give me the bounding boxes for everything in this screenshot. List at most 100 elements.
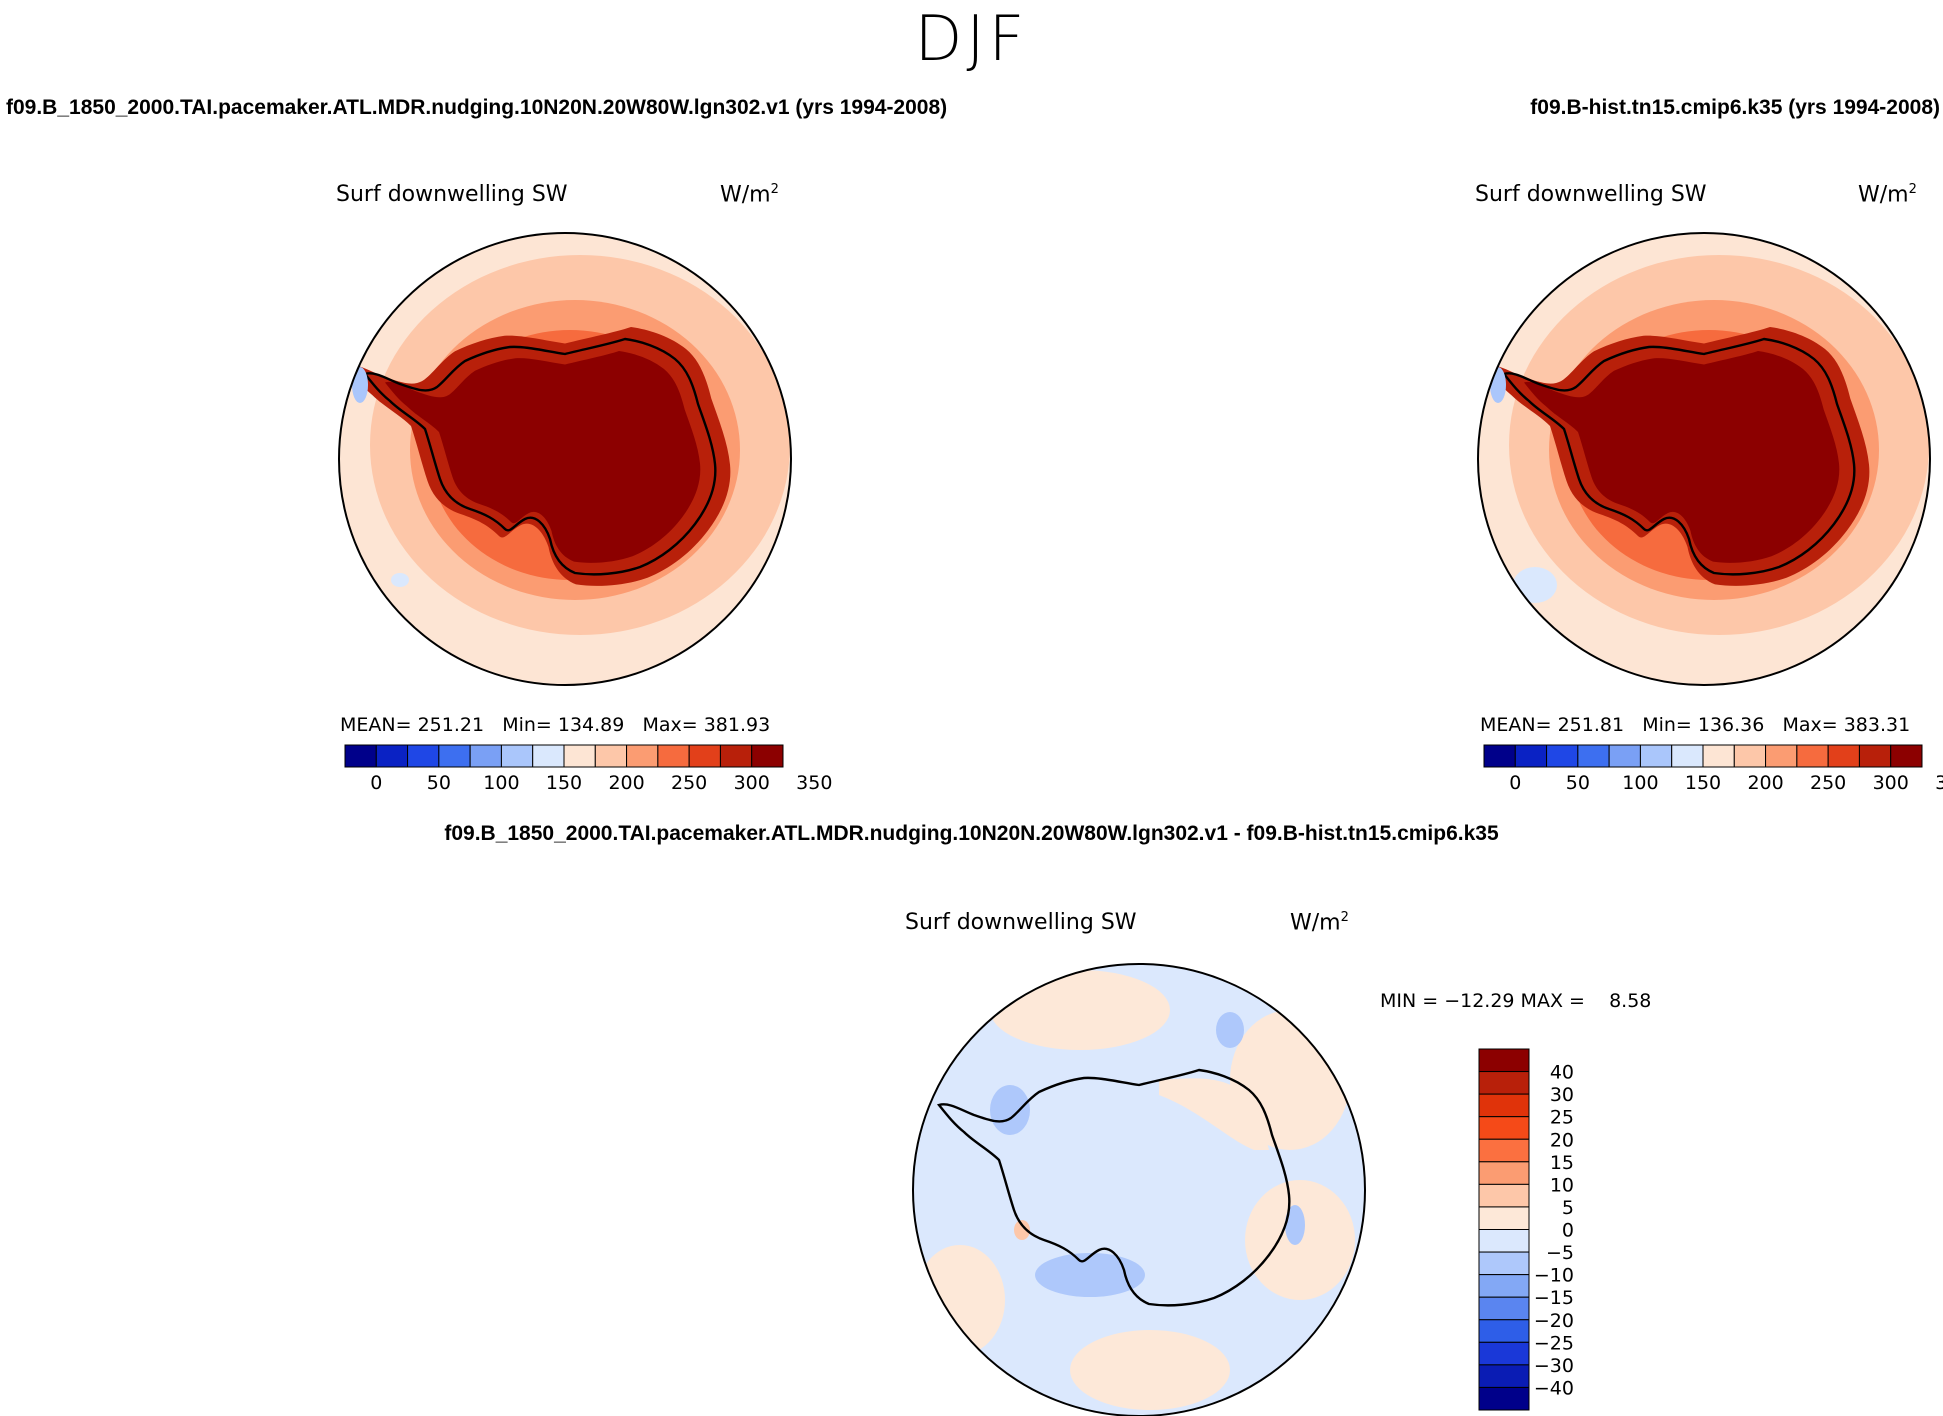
cb-diff-swatch-8 xyxy=(1478,1229,1530,1253)
cb-right-swatch-2 xyxy=(1546,744,1579,768)
cb-left-tick-label: 50 xyxy=(427,772,451,794)
cb-left-swatch-3 xyxy=(438,744,471,768)
map-right-blue-patch-2 xyxy=(1513,567,1557,603)
cb-diff-swatch-13 xyxy=(1478,1341,1530,1366)
map-left-blue-patch-2 xyxy=(391,573,409,587)
panel-right-map xyxy=(1477,232,1931,686)
panel-right-units: W/m2 xyxy=(1858,182,1917,208)
panel-right-variable: Surf downwelling SW xyxy=(1475,182,1707,207)
cb-diff-tick-label: −30 xyxy=(1534,1355,1574,1377)
cb-diff-swatch-15 xyxy=(1478,1386,1530,1411)
cb-diff-tick-label: −40 xyxy=(1534,1377,1574,1399)
cb-left-swatch-2 xyxy=(407,744,440,768)
cb-left-swatch-9 xyxy=(626,744,659,768)
cb-right-swatch-10 xyxy=(1796,744,1829,768)
panel-left-min: Min= 134.89 xyxy=(502,714,625,736)
panel-right-stats: MEAN= 251.81 Min= 136.36 Max= 383.31 xyxy=(1480,714,1910,736)
cb-right-swatch-11 xyxy=(1827,744,1860,768)
diff-variable: Surf downwelling SW xyxy=(905,910,1137,935)
diff-minmax: MIN = −12.29 MAX = 8.58 xyxy=(1380,990,1652,1012)
cb-diff-tick-label: 0 xyxy=(1562,1220,1574,1242)
cb-right-tick-label: 250 xyxy=(1810,772,1846,794)
cb-right-swatch-1 xyxy=(1514,744,1548,768)
cb-diff-swatch-7 xyxy=(1478,1206,1530,1230)
panel-right-max: Max= 383.31 xyxy=(1782,714,1911,736)
map-left-border xyxy=(338,232,792,686)
panel-right-colorbar: 0 50 100 150 200 250 300 350 xyxy=(1483,744,1943,794)
diff-map-pos-north xyxy=(990,970,1170,1050)
diff-map-neg-4 xyxy=(1285,1205,1305,1245)
cb-right-swatch-3 xyxy=(1577,744,1610,768)
cb-left-swatch-8 xyxy=(594,744,628,768)
cb-diff-tick-label: −25 xyxy=(1534,1332,1574,1354)
cb-left-swatch-4 xyxy=(469,744,502,768)
cb-left-tick-label: 200 xyxy=(608,772,644,794)
cb-right-swatch-4 xyxy=(1608,744,1641,768)
cb-right-tick-label: 200 xyxy=(1747,772,1783,794)
map-right-border xyxy=(1477,232,1931,686)
cb-right-swatch-7 xyxy=(1702,744,1735,768)
cb-diff-swatch-3 xyxy=(1478,1116,1530,1140)
cb-right-tick-label: 350 xyxy=(1935,772,1943,794)
panel-left-mean: MEAN= 251.21 xyxy=(340,714,485,736)
cb-diff-swatch-5 xyxy=(1478,1161,1530,1185)
diff-map-pos-patch xyxy=(1014,1220,1030,1240)
map-right-blue-patch xyxy=(1490,367,1506,403)
cb-left-swatch-10 xyxy=(657,744,690,768)
cb-right-tick-label: 300 xyxy=(1873,772,1909,794)
cb-left-tick-label: 250 xyxy=(671,772,707,794)
cb-left-tick-label: 300 xyxy=(734,772,770,794)
panel-left-colorbar: 0 50 100 150 200 250 300 350 xyxy=(344,744,832,794)
panel-right-min: Min= 136.36 xyxy=(1642,714,1765,736)
cb-right-swatch-8 xyxy=(1733,744,1767,768)
cb-right-swatch-5 xyxy=(1639,744,1673,768)
cb-right-swatch-13 xyxy=(1890,744,1923,768)
cb-diff-tick-label: 5 xyxy=(1562,1197,1574,1219)
panel-left-map xyxy=(338,232,792,686)
cb-left-tick-label: 100 xyxy=(483,772,519,794)
panel-left-variable: Surf downwelling SW xyxy=(336,182,568,207)
diff-map-neg-3 xyxy=(1216,1012,1244,1048)
cb-diff-tick-label: 10 xyxy=(1550,1174,1574,1196)
cb-left-tick-label: 0 xyxy=(370,772,382,794)
cb-diff-swatch-12 xyxy=(1478,1319,1530,1343)
diff-map-neg-2 xyxy=(1035,1253,1145,1297)
cb-diff-tick-label: 15 xyxy=(1550,1152,1574,1174)
cb-right-swatch-0 xyxy=(1483,744,1516,768)
cb-diff-swatch-1 xyxy=(1478,1071,1530,1095)
diff-map-neg-1 xyxy=(990,1085,1030,1135)
cb-diff-tick-label: 25 xyxy=(1550,1107,1574,1129)
cb-right-swatch-9 xyxy=(1765,744,1798,768)
map-left-blue-patch xyxy=(352,367,368,403)
panel-left-case-title: f09.B_1850_2000.TAI.pacemaker.ATL.MDR.nu… xyxy=(6,96,948,119)
diff-map-pos-south xyxy=(1070,1330,1230,1410)
cb-right-tick-label: 50 xyxy=(1566,772,1590,794)
cb-left-swatch-5 xyxy=(500,744,534,768)
diff-map xyxy=(912,963,1366,1416)
cb-diff-swatch-10 xyxy=(1478,1274,1530,1298)
cb-left-swatch-6 xyxy=(532,744,565,768)
panel-right-mean: MEAN= 251.81 xyxy=(1480,714,1625,736)
cb-diff-tick-label: 30 xyxy=(1550,1084,1574,1106)
cb-diff-swatch-4 xyxy=(1478,1138,1530,1163)
cb-diff-tick-label: 40 xyxy=(1550,1062,1574,1084)
cb-diff-tick-label: −5 xyxy=(1546,1242,1574,1264)
diff-map-coastal-pos xyxy=(1159,1078,1269,1150)
panel-right-case-title: f09.B-hist.tn15.cmip6.k35 (yrs 1994-2008… xyxy=(1530,96,1940,119)
panel-left-max: Max= 381.93 xyxy=(642,714,771,736)
cb-diff-tick-label: −20 xyxy=(1534,1310,1574,1332)
diff-map-pos-sw xyxy=(915,1245,1005,1355)
cb-right-tick-label: 150 xyxy=(1685,772,1721,794)
cb-left-swatch-0 xyxy=(344,744,377,768)
season-title: DJF xyxy=(914,2,1029,75)
cb-left-swatch-13 xyxy=(751,744,784,768)
cb-right-tick-label: 0 xyxy=(1509,772,1521,794)
cb-diff-tick-label: −15 xyxy=(1534,1287,1574,1309)
diff-map-border xyxy=(912,963,1366,1416)
cb-left-tick-label: 350 xyxy=(796,772,832,794)
diff-case-title: f09.B_1850_2000.TAI.pacemaker.ATL.MDR.nu… xyxy=(444,822,1499,845)
panel-left-units: W/m2 xyxy=(720,182,779,208)
panel-left-stats: MEAN= 251.21 Min= 134.89 Max= 381.93 xyxy=(340,714,770,736)
